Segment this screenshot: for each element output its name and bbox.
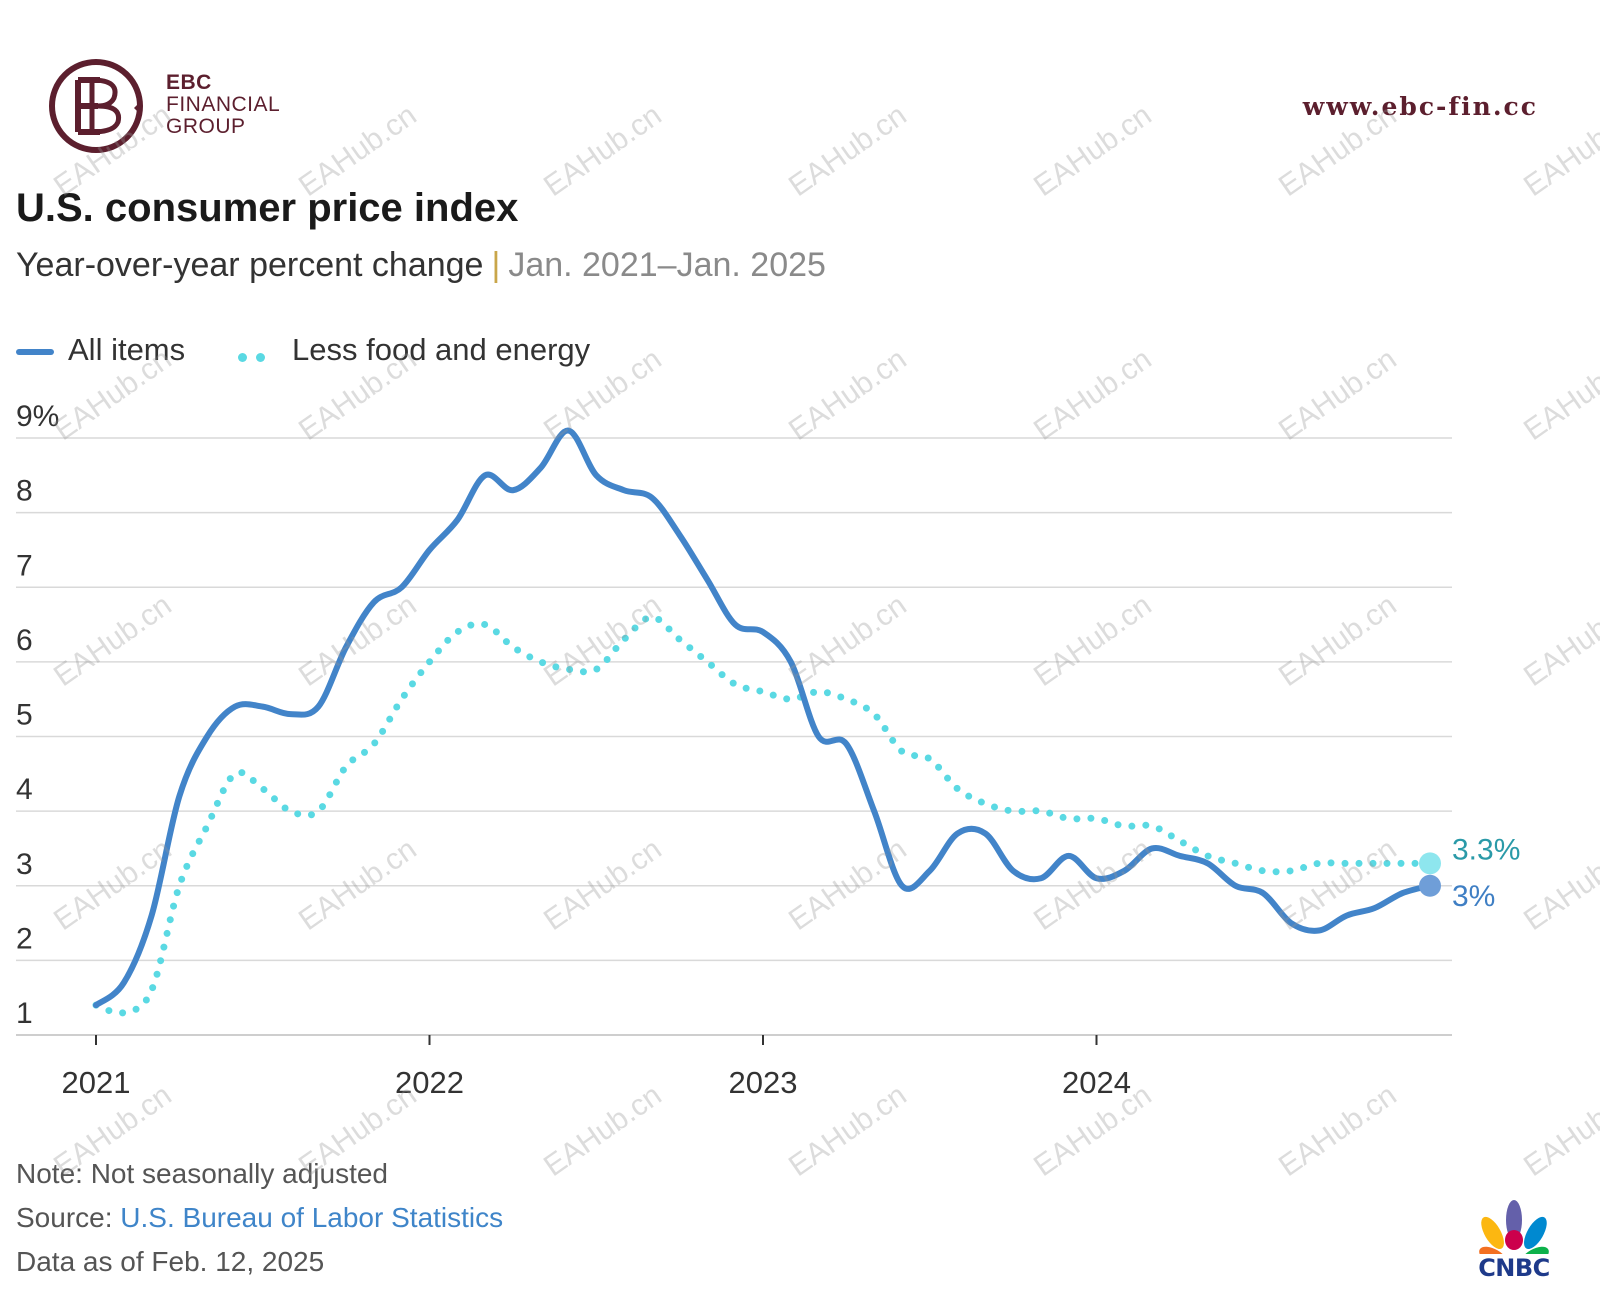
cnbc-peacock-icon — [1479, 1200, 1549, 1268]
cpi-line-chart: 9% 8 7 6 5 4 3 2 1 2021 2022 2023 2024 3.3% 3% — [16, 400, 1520, 1100]
legend-all-items-label: All items — [68, 332, 186, 367]
y-tick-label: 2 — [16, 922, 33, 955]
end-marker-less-food-and-energy — [1419, 852, 1441, 875]
chart-title: U.S. consumer price index — [16, 186, 519, 230]
cnbc-logo: CNBC — [1474, 1196, 1554, 1286]
y-tick-label: 4 — [16, 773, 33, 806]
y-tick-label: 1 — [16, 997, 33, 1030]
y-tick-label: 6 — [16, 624, 33, 657]
chart-footer: Note: Not seasonally adjusted Source: U.… — [16, 1152, 503, 1284]
brand-line-3: GROUP — [166, 115, 246, 138]
subtitle-separator: | — [491, 246, 501, 284]
ebc-brand-name: EBC FINANCIAL GROUP — [166, 72, 280, 138]
x-tick-label: 2021 — [62, 1065, 131, 1100]
end-label-all-items: 3% — [1452, 880, 1495, 913]
legend-core-label: Less food and energy — [292, 332, 591, 367]
chart-subtitle: Year-over-year percent change | Jan. 2021–… — [16, 246, 826, 285]
end-label-less-food-and-energy: 3.3% — [1452, 833, 1520, 866]
footer-data-date: Data as of Feb. 12, 2025 — [16, 1246, 325, 1277]
series-line-less-food-and-energy — [92, 613, 1434, 1017]
site-url[interactable]: www.ebc-fin.cc — [1302, 92, 1538, 121]
legend-all-items: All items — [16, 332, 185, 368]
x-tick-label: 2022 — [395, 1065, 464, 1100]
y-tick-label: 5 — [16, 699, 33, 732]
series-line-all-items — [93, 427, 1433, 1009]
end-marker-all-items — [1419, 874, 1441, 897]
y-tick-label: 3 — [16, 848, 33, 881]
legend-core: Less food and energy — [238, 332, 590, 370]
footer-note: Note: Not seasonally adjusted — [16, 1158, 388, 1189]
x-tick-label: 2024 — [1062, 1065, 1131, 1100]
x-tick-label: 2023 — [729, 1065, 798, 1100]
y-tick-label: 8 — [16, 475, 33, 508]
y-tick-label: 7 — [16, 549, 33, 582]
subtitle-range: Jan. 2021–Jan. 2025 — [508, 246, 826, 284]
subtitle-main: Year-over-year percent change — [16, 246, 484, 284]
brand-line-2: FINANCIAL — [166, 93, 281, 116]
legend-dotted-line-icon — [238, 334, 278, 370]
cnbc-wordmark: CNBC — [1478, 1254, 1550, 1282]
ebc-logo-icon — [49, 59, 143, 153]
header: EBC FINANCIAL GROUP www.ebc-fin.cc — [0, 0, 1600, 180]
footer-source-link[interactable]: U.S. Bureau of Labor Statistics — [120, 1202, 504, 1233]
legend-solid-line-icon — [16, 348, 54, 355]
brand-line-1: EBC — [166, 71, 212, 94]
footer-source: Source: U.S. Bureau of Labor Statistics — [16, 1196, 503, 1240]
footer-source-label: Source: — [16, 1202, 113, 1233]
y-tick-label: 9% — [16, 400, 59, 433]
